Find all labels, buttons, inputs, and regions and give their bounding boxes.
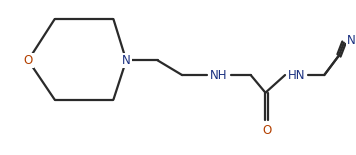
Text: O: O [262, 124, 272, 137]
Text: N: N [347, 34, 356, 47]
Text: O: O [23, 54, 33, 67]
Text: HN: HN [288, 69, 305, 82]
Text: N: N [122, 54, 131, 67]
Text: NH: NH [210, 69, 227, 82]
